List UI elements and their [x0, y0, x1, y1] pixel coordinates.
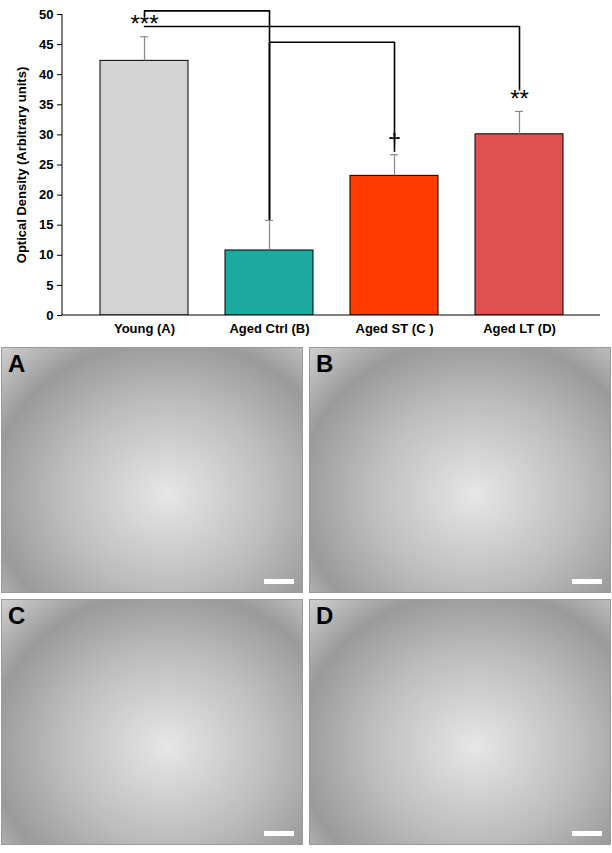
svg-text:35: 35	[39, 97, 53, 112]
svg-text:Young (A): Young (A)	[114, 321, 175, 336]
svg-text:30: 30	[39, 127, 53, 142]
svg-text:0: 0	[46, 308, 53, 323]
svg-text:45: 45	[39, 37, 53, 52]
svg-text:***: ***	[130, 10, 158, 37]
svg-text:20: 20	[39, 187, 53, 202]
svg-text:†: †	[388, 128, 401, 155]
svg-text:Aged Ctrl (B): Aged Ctrl (B)	[229, 321, 309, 336]
svg-text:50: 50	[39, 7, 53, 22]
svg-text:Aged LT (D): Aged LT (D)	[483, 321, 556, 336]
svg-text:40: 40	[39, 67, 53, 82]
html-text:D: D	[316, 602, 334, 629]
svg-text:10: 10	[39, 247, 53, 262]
html-text:B: B	[316, 350, 334, 377]
svg-text:25: 25	[39, 157, 53, 172]
svg-text:15: 15	[39, 217, 53, 232]
svg-text:Optical Density (Arbitrary uni: Optical Density (Arbitrary units)	[14, 67, 29, 263]
html-text:A: A	[8, 350, 26, 377]
svg-text:Aged ST (C ): Aged ST (C )	[356, 321, 434, 336]
svg-text:**: **	[510, 85, 529, 112]
html-text:C: C	[8, 602, 26, 629]
svg-text:5: 5	[46, 278, 53, 293]
